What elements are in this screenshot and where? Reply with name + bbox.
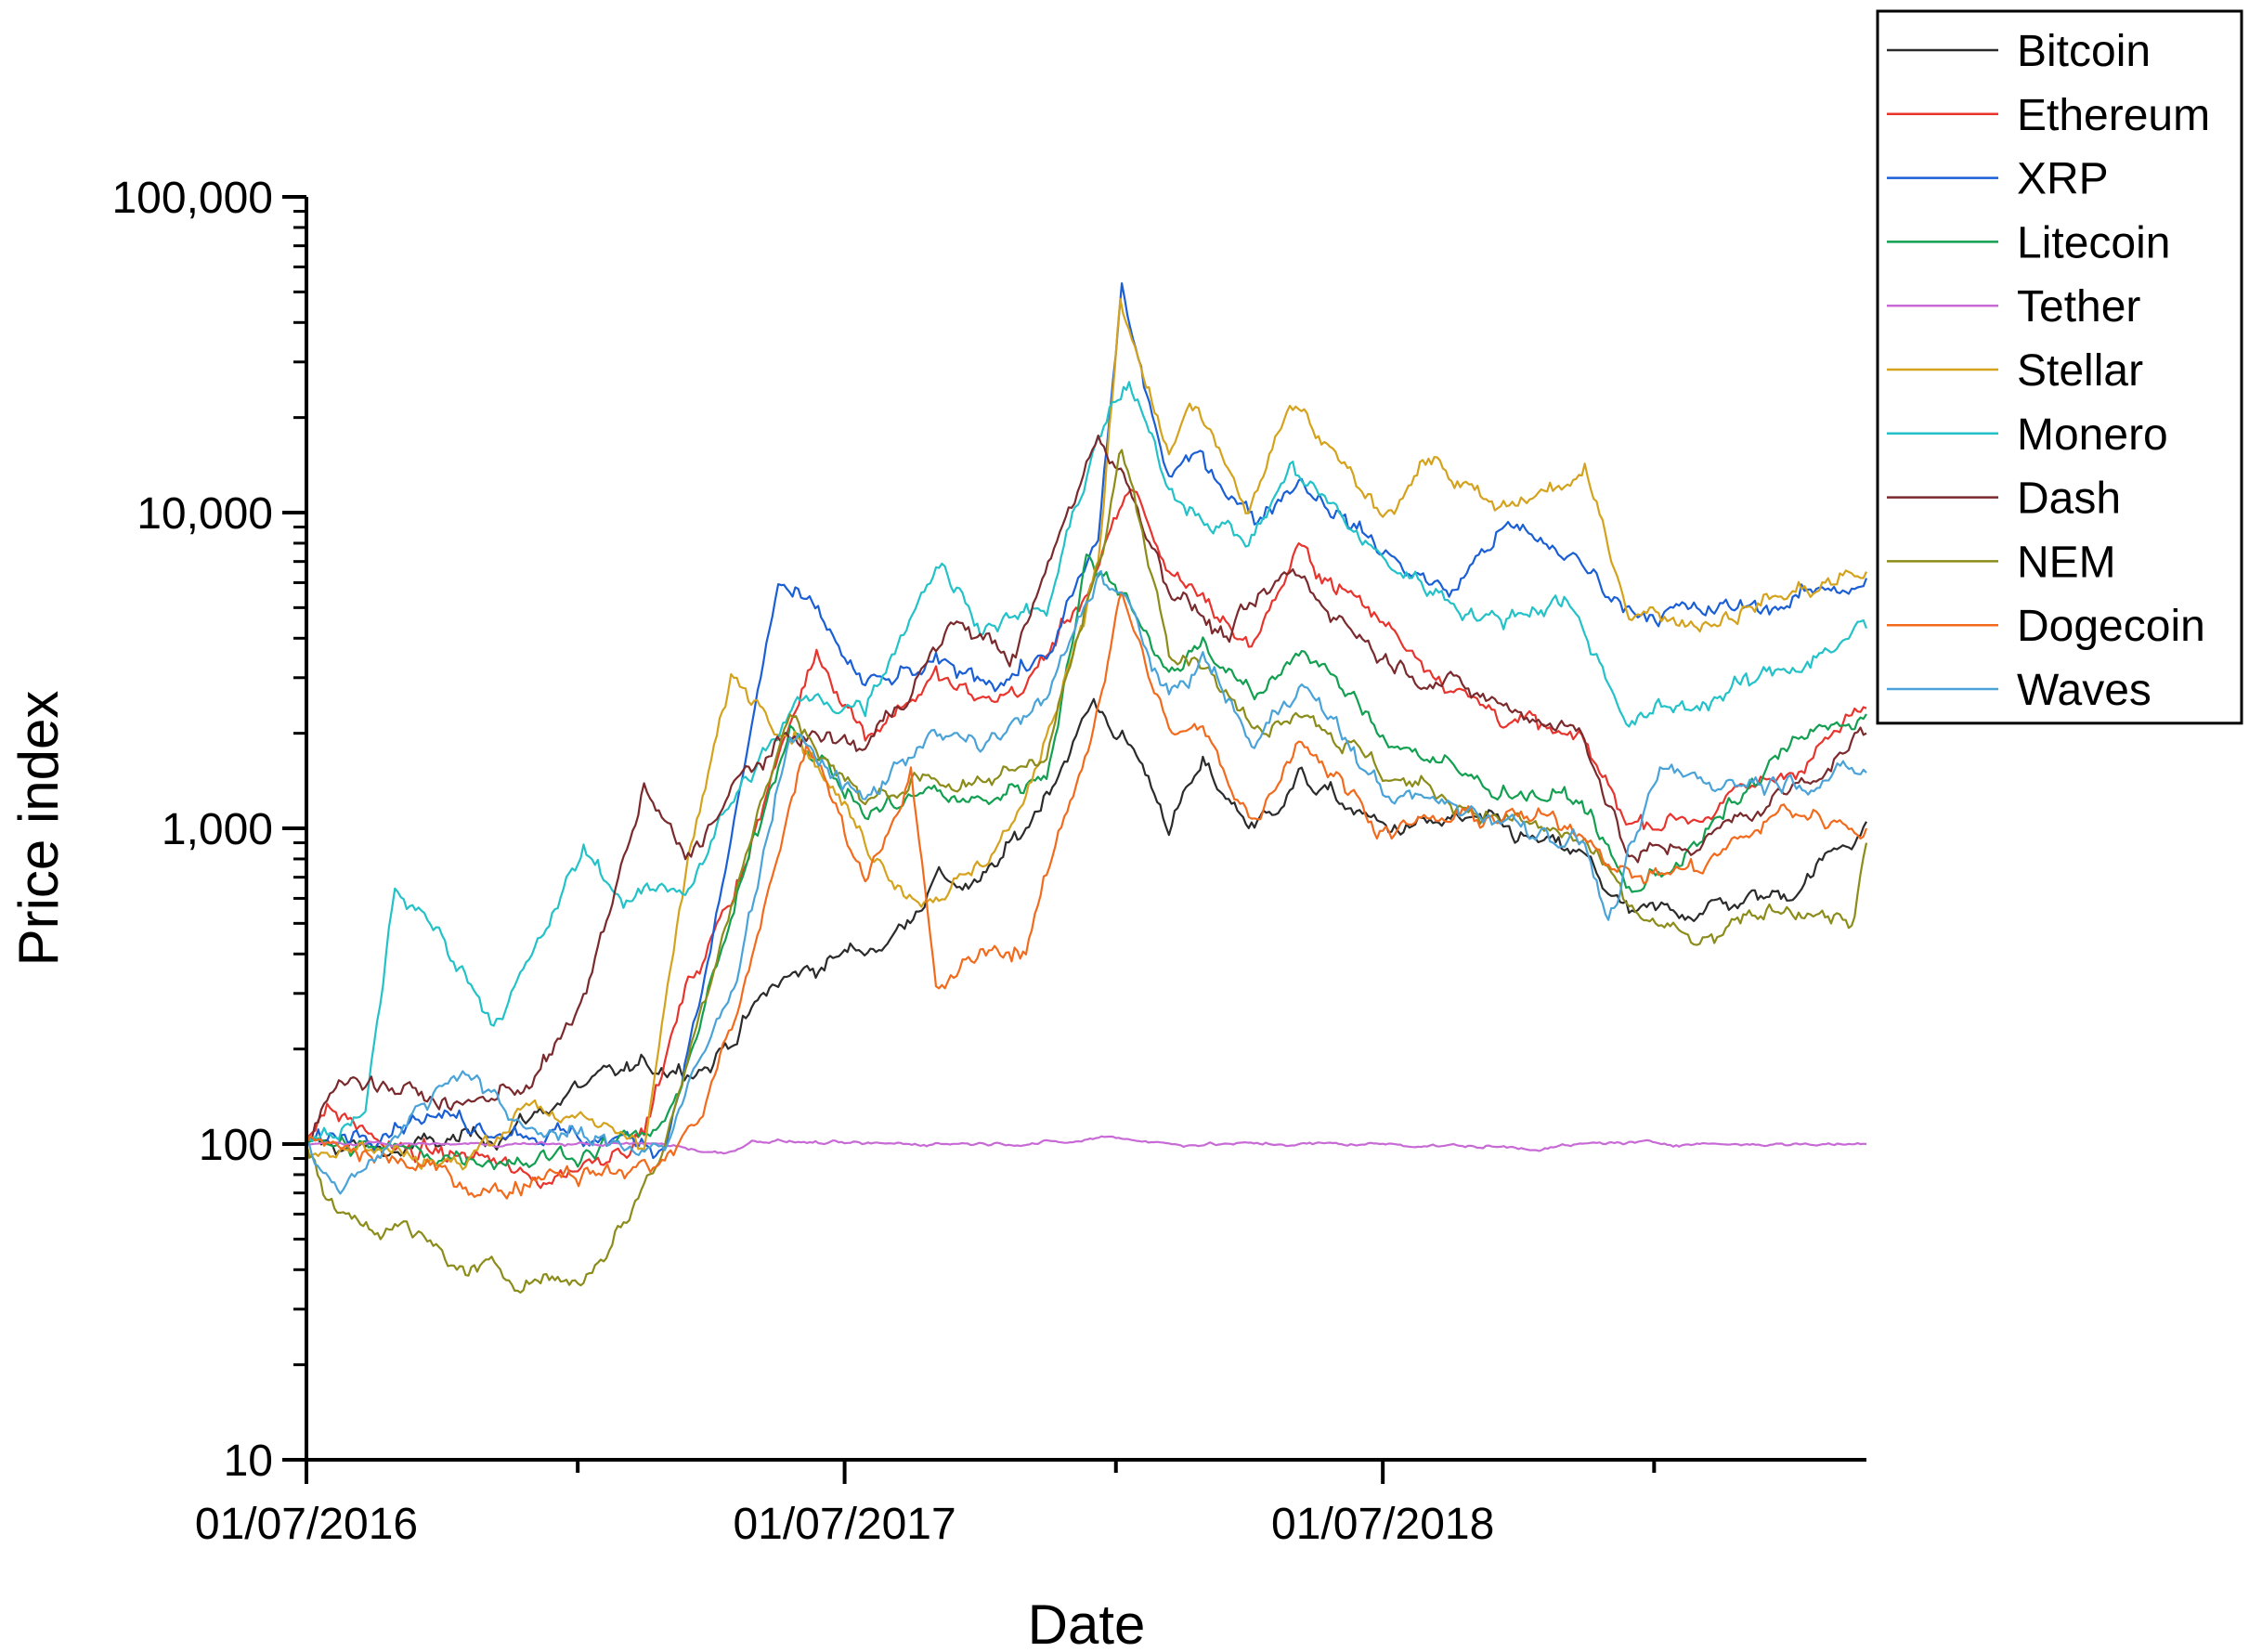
x-tick-label: 01/07/2016 [195,1500,418,1549]
y-tick-label: 10,000 [136,489,273,539]
series-line-ethereum [305,488,1867,1190]
legend-label-ethereum: Ethereum [2017,91,2210,140]
legend-label-stellar: Stellar [2017,346,2143,396]
y-ticks: 10 100 1,000 10,000 100,000 [111,174,306,1486]
series-line-bitcoin [305,697,1867,1157]
series-line-waves [306,569,1867,1195]
y-tick-label: 100,000 [111,174,273,223]
x-ticks: 01/07/2016 01/07/2017 01/07/2018 [195,1460,1657,1549]
legend-label-xrp: XRP [2017,155,2109,204]
y-tick-label: 10 [224,1437,273,1486]
y-tick-label: 100 [199,1121,273,1170]
legend: Bitcoin Ethereum XRP Litecoin Tether Stellar M… [1876,9,2243,725]
series-line-dogecoin [305,591,1868,1200]
legend-label-monero: Monero [2017,410,2168,460]
legend-label-waves: Waves [2017,666,2152,715]
x-tick-label: 01/07/2018 [1271,1500,1494,1549]
legend-box [1876,9,2243,725]
legend-label-bitcoin: Bitcoin [2017,27,2151,76]
legend-label-dogecoin: Dogecoin [2017,602,2205,651]
series-line-litecoin [306,553,1867,1171]
legend-label-tether: Tether [2017,282,2140,332]
series-layer [305,282,1868,1294]
x-tick-label: 01/07/2017 [733,1500,956,1549]
legend-label-litecoin: Litecoin [2017,218,2170,267]
series-line-tether [306,1135,1867,1155]
y-tick-label: 1,000 [162,805,273,854]
series-line-stellar [305,297,1867,1171]
y-axis-title: Price index [7,691,70,967]
series-line-nem [305,449,1868,1294]
series-line-dash [305,434,1867,1145]
x-axis-title: Date [1028,1593,1146,1652]
legend-label-nem: NEM [2017,538,2116,587]
series-line-monero [306,381,1868,1145]
legend-label-dash: Dash [2017,475,2121,524]
